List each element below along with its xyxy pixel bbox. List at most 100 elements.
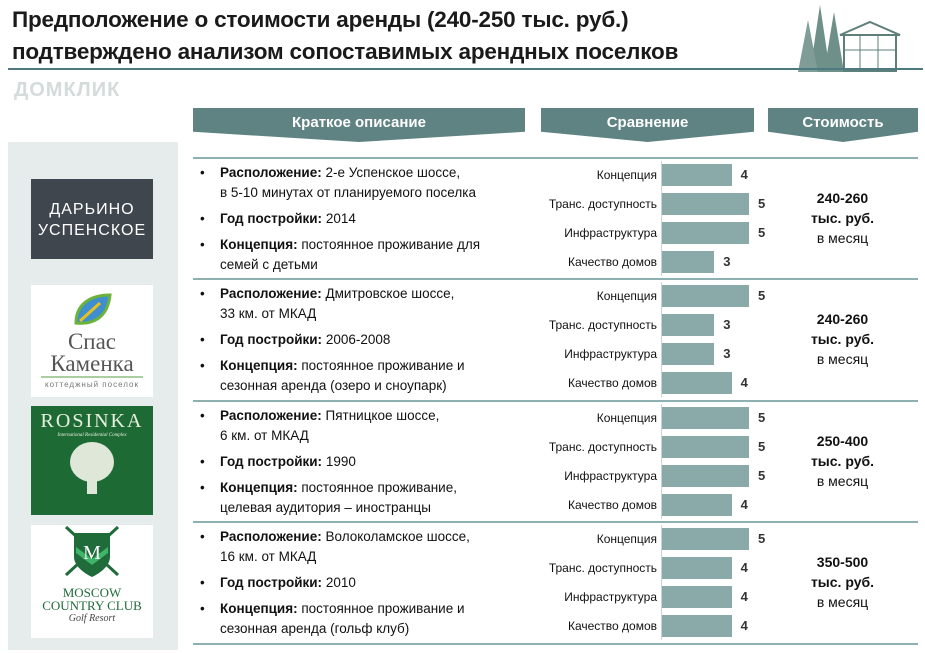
logo-text: Каменка (41, 352, 143, 378)
year-value: 2010 (325, 575, 356, 590)
score-value: 4 (740, 589, 748, 604)
location-item: Расположение: Волоколамское шоссе, 16 км.… (200, 527, 535, 567)
logo-text: COUNTRY CLUB (42, 598, 142, 613)
tree-icon (70, 442, 114, 494)
price-period: в месяц (816, 230, 869, 246)
concept-value-2: целевая аудитория – иностранцы (220, 500, 431, 515)
header-description: Краткое описание (193, 108, 525, 142)
location-item: Расположение: Дмитровское шоссе, 33 км. о… (200, 284, 535, 324)
year-value: 2014 (325, 211, 356, 226)
logo-text: УСПЕНСКОЕ (37, 222, 147, 239)
title-line-2: подтверждено анализом сопоставимых аренд… (12, 39, 679, 64)
location-value: Пятницкое шоссе, (325, 408, 440, 423)
location-label: Расположение: (220, 286, 322, 301)
village-description: Расположение: Волоколамское шоссе, 16 км.… (200, 527, 535, 645)
score-bar (662, 586, 732, 608)
concept-label: Концепция: (220, 237, 298, 252)
concept-value-2: семей с детьми (220, 257, 318, 272)
score-bar (662, 615, 732, 637)
concept-value: постоянное проживание для (301, 237, 481, 252)
concept-label: Концепция: (220, 601, 298, 616)
criterion-label: Инфраструктура (564, 469, 657, 483)
score-value: 5 (758, 410, 766, 425)
price-block: 240-260 тыс. руб. в месяц (770, 309, 915, 369)
score-bar (662, 314, 715, 336)
score-bar (662, 494, 732, 516)
village-description: Расположение: 2-е Успенское шоссе, в 5-10… (200, 163, 535, 281)
logo-moscow-country-club: M MOSCOW COUNTRY CLUB Golf Resort (31, 525, 153, 638)
price-unit: тыс. руб. (810, 453, 875, 469)
price-period: в месяц (816, 351, 869, 367)
location-label: Расположение: (220, 529, 322, 544)
location-item: Расположение: Пятницкое шоссе, 6 км. от М… (200, 406, 535, 446)
concept-label: Концепция: (220, 358, 298, 373)
score-value: 3 (723, 346, 731, 361)
location-value-2: 16 км. от МКАД (220, 549, 317, 564)
logo-text: Golf Resort (68, 613, 116, 624)
price-range: 240-260 (816, 311, 869, 327)
row-divider (193, 521, 918, 523)
score-value: 3 (723, 317, 731, 332)
price-period: в месяц (816, 594, 869, 610)
bar-axis (661, 282, 662, 397)
score-bar (662, 436, 749, 458)
criterion-label: Концепция (596, 532, 657, 546)
year-label: Год постройки: (220, 332, 323, 347)
year-item: Год постройки: 2010 (200, 573, 535, 593)
logo-daryino: ДАРЬИНО УСПЕНСКОЕ (31, 179, 153, 259)
location-value-2: 6 км. от МКАД (220, 428, 309, 443)
year-item: Год постройки: 1990 (200, 452, 535, 472)
location-label: Расположение: (220, 408, 322, 423)
year-value: 2006-2008 (325, 332, 391, 347)
year-value: 1990 (325, 454, 356, 469)
bar-axis (661, 525, 662, 640)
leaf-icon (74, 293, 112, 325)
score-value: 4 (740, 375, 748, 390)
svg-text:M: M (83, 542, 101, 564)
title-divider (8, 68, 923, 70)
location-value: 2-е Успенское шоссе, (325, 165, 461, 180)
bar-axis (661, 404, 662, 519)
concept-value-2: сезонная аренда (гольф клуб) (220, 621, 410, 636)
row-divider (193, 400, 918, 402)
price-block: 350-500 тыс. руб. в месяц (770, 552, 915, 612)
concept-value: постоянное проживание и (301, 358, 465, 373)
village-description: Расположение: Дмитровское шоссе, 33 км. о… (200, 284, 535, 402)
watermark: ДОМКЛИК (14, 79, 121, 101)
score-value: 5 (758, 288, 766, 303)
concept-value: постоянное проживание и (301, 601, 465, 616)
score-value: 5 (758, 531, 766, 546)
score-value: 5 (758, 225, 766, 240)
score-bar (662, 164, 732, 186)
location-value-2: 33 км. от МКАД (220, 306, 317, 321)
price-unit: тыс. руб. (810, 210, 875, 226)
criterion-label: Инфраструктура (564, 347, 657, 361)
village-description: Расположение: Пятницкое шоссе, 6 км. от М… (200, 406, 535, 524)
score-value: 5 (758, 196, 766, 211)
concept-item: Концепция: постоянное проживание и сезонн… (200, 599, 535, 639)
score-bar (662, 557, 732, 579)
price-period: в месяц (816, 473, 869, 489)
score-bar (662, 407, 749, 429)
score-value: 3 (723, 254, 731, 269)
year-label: Год постройки: (220, 211, 323, 226)
score-value: 4 (740, 618, 748, 633)
year-label: Год постройки: (220, 454, 323, 469)
criterion-label: Инфраструктура (564, 226, 657, 240)
logo-rosinka: ROSINKA International Residential Comple… (31, 406, 153, 515)
row-divider (193, 278, 918, 280)
score-value: 4 (740, 497, 748, 512)
logo-text: MOSCOW (62, 585, 122, 600)
criterion-label: Качество домов (567, 619, 657, 633)
logo-text: коттеджный поселок (45, 380, 139, 389)
price-unit: тыс. руб. (810, 331, 875, 347)
year-item: Год постройки: 2014 (200, 209, 535, 229)
concept-item: Концепция: постоянное проживание, целевая… (200, 478, 535, 518)
price-range: 250-400 (816, 433, 869, 449)
criterion-label: Концепция (596, 168, 657, 182)
location-value: Волоколамское шоссе, (325, 529, 470, 544)
header-cost-label: Стоимость (802, 113, 884, 131)
price-block: 240-260 тыс. руб. в месяц (770, 188, 915, 248)
logo-text: ROSINKA (40, 410, 144, 432)
score-bar (662, 372, 732, 394)
